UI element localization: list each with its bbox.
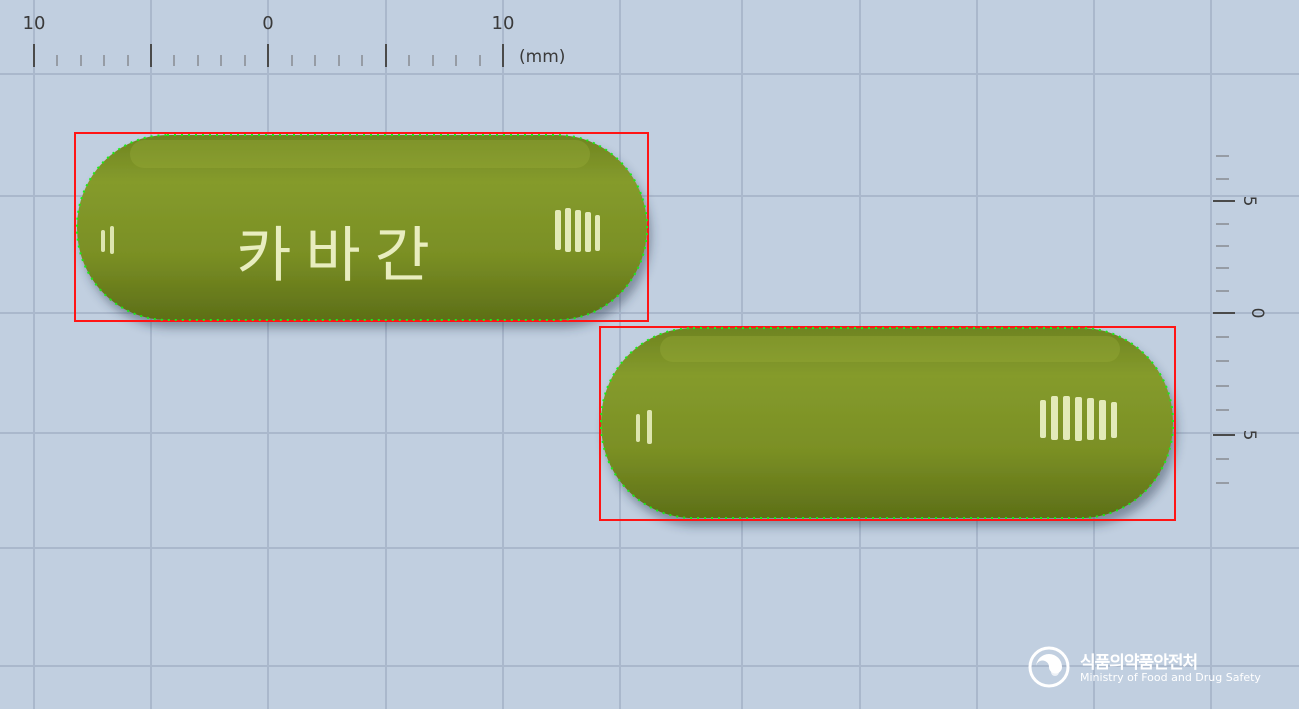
ruler-unit-label: (mm) bbox=[519, 47, 565, 67]
pill-back bbox=[599, 326, 1176, 521]
pill-back-sheen bbox=[660, 336, 1120, 362]
pill-front-shape bbox=[77, 135, 647, 320]
mfds-logo-icon bbox=[1028, 646, 1070, 688]
pill-back-shape bbox=[601, 328, 1173, 518]
mfds-name-korean: 식품의약품안전처 bbox=[1080, 653, 1198, 673]
pill-back-highlight-left bbox=[636, 410, 652, 444]
mfds-name-english: Ministry of Food and Drug Safety bbox=[1080, 671, 1261, 684]
pill-front-highlight-left bbox=[101, 226, 114, 254]
pill-front-imprint: 카바간 bbox=[236, 221, 444, 291]
ruler-top-label-right: 10 bbox=[492, 13, 515, 34]
mfds-watermark: 식품의약품안전처 Ministry of Food and Drug Safet… bbox=[1028, 646, 1278, 692]
ruler-right-label-middle: 0 bbox=[1247, 308, 1267, 319]
ruler-right-label-bottom: 5 bbox=[1239, 430, 1259, 441]
pill-front-contour bbox=[76, 134, 648, 321]
pill-front-sheen bbox=[130, 140, 590, 168]
top-ruler: 10 0 10 (mm) bbox=[23, 13, 565, 67]
right-ruler: 5 0 5 bbox=[1213, 155, 1267, 484]
pill-back-detection-box bbox=[599, 326, 1176, 521]
pill-front-highlight-right bbox=[555, 208, 600, 252]
pill-front: 카바간 bbox=[74, 132, 649, 322]
pill-back-contour bbox=[600, 327, 1174, 519]
ruler-right-label-top: 5 bbox=[1239, 196, 1259, 207]
pill-back-highlight-right bbox=[1040, 396, 1117, 441]
ruler-top-label-center: 0 bbox=[262, 13, 273, 34]
ruler-top-label-left: 10 bbox=[23, 13, 46, 34]
